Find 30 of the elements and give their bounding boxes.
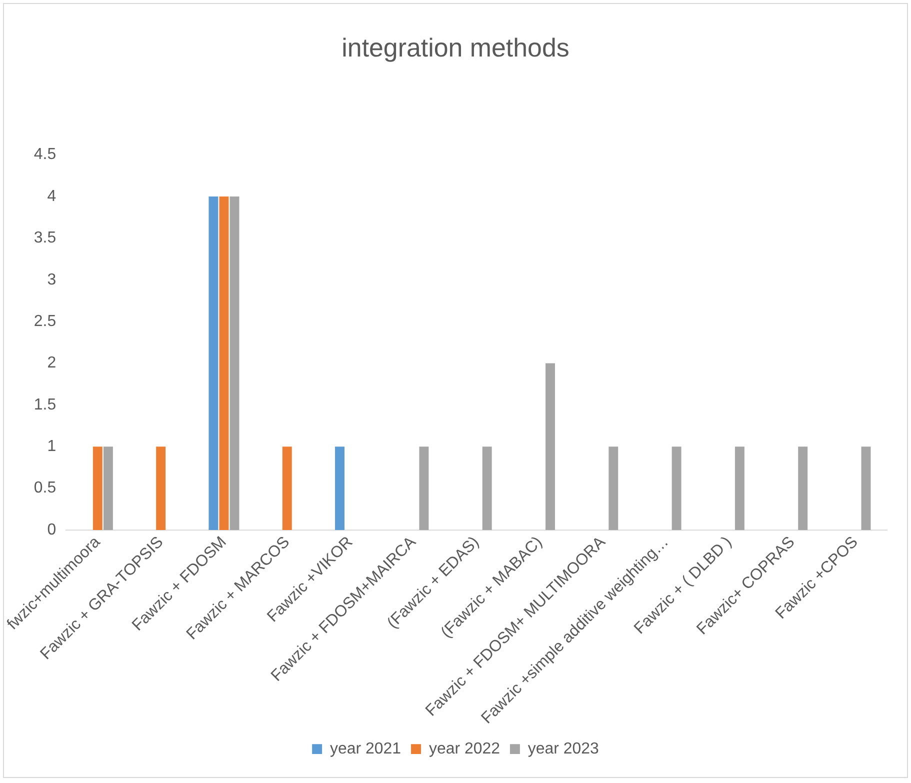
- legend-label: year 2021: [330, 740, 402, 758]
- y-tick-label: 3: [47, 271, 56, 288]
- bar: [219, 196, 229, 530]
- y-tick-label: 0.5: [34, 480, 56, 497]
- bar: [92, 446, 102, 530]
- bar: [335, 446, 344, 530]
- bar: [734, 446, 744, 530]
- y-tick-label: 1.5: [34, 396, 56, 414]
- bar: [798, 446, 808, 530]
- y-tick-label: 0: [47, 521, 56, 538]
- bar: [546, 363, 555, 530]
- bar: [230, 196, 240, 530]
- legend-label: year 2022: [428, 740, 500, 758]
- bar: [672, 446, 682, 530]
- y-tick-label: 3.5: [34, 230, 56, 247]
- y-tick-label: 4: [47, 188, 56, 205]
- bar: [208, 196, 218, 530]
- bar: [103, 446, 113, 530]
- y-tick-label: 4.5: [34, 146, 56, 164]
- bar: [861, 446, 871, 530]
- bar: [419, 446, 429, 530]
- bar: [482, 446, 492, 530]
- chart-title: integration methods: [342, 34, 570, 63]
- y-tick-label: 2: [47, 354, 56, 372]
- bar: [156, 446, 166, 530]
- y-tick-label: 1: [47, 438, 56, 456]
- bar: [608, 446, 618, 530]
- bar: [282, 446, 292, 530]
- y-tick-label: 2.5: [34, 312, 56, 330]
- legend-label: year 2023: [528, 740, 600, 758]
